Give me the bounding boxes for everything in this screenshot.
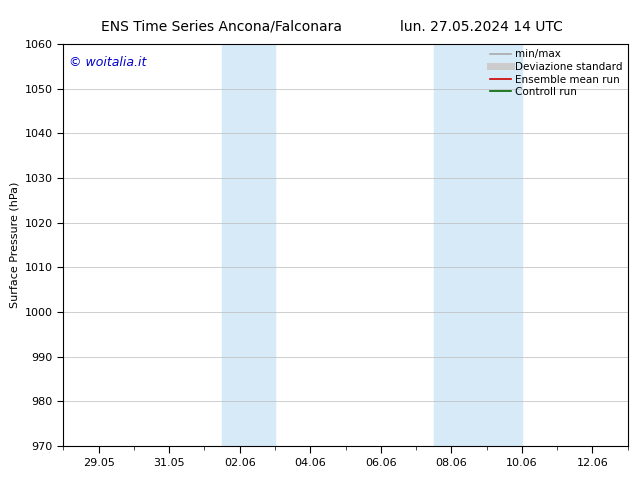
Bar (434, 44, 522, 446)
Y-axis label: Surface Pressure (hPa): Surface Pressure (hPa) (10, 182, 19, 308)
Bar (222, 44, 275, 446)
Text: ENS Time Series Ancona/Falconara: ENS Time Series Ancona/Falconara (101, 20, 342, 34)
Text: © woitalia.it: © woitalia.it (69, 56, 146, 69)
Legend: min/max, Deviazione standard, Ensemble mean run, Controll run: min/max, Deviazione standard, Ensemble m… (488, 47, 624, 99)
Text: lun. 27.05.2024 14 UTC: lun. 27.05.2024 14 UTC (401, 20, 563, 34)
